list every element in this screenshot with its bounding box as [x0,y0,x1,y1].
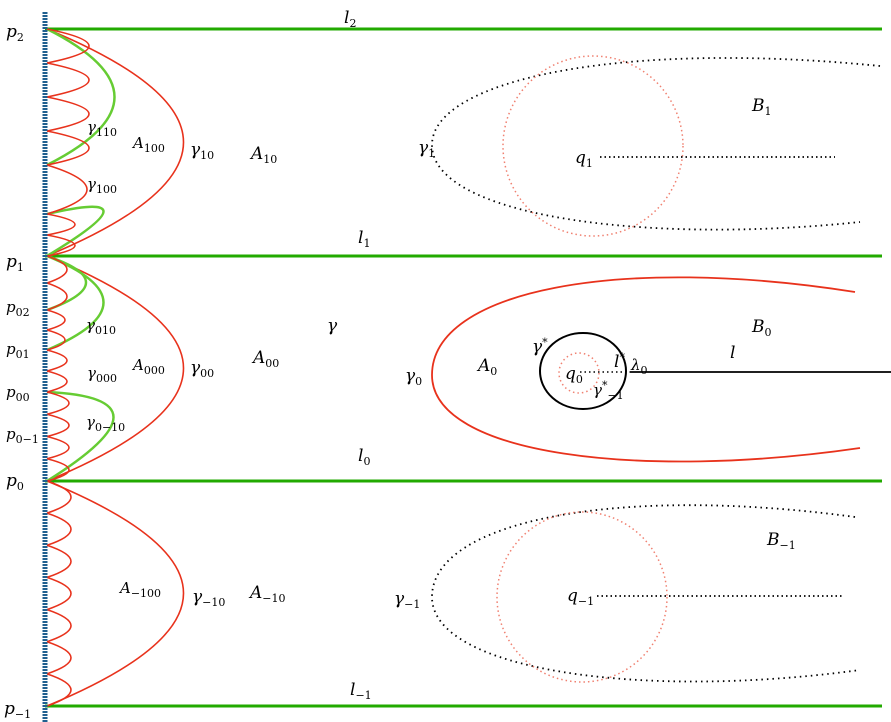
label-p1: p1 [6,252,24,274]
label-A100: A100 [133,134,165,155]
scallop-curve [46,96,90,132]
scallop-curve [46,282,68,311]
label-gamma-10: γ10 [190,140,215,162]
scallop-curve [46,130,90,166]
label-l-star: l* [614,351,625,372]
label-gamma-0m10: γ0−10 [86,413,126,434]
curve-gamma-10 [46,28,185,257]
label-gamma-star-m1: γ*−1 [593,379,624,402]
label-A000: A000 [133,356,165,377]
label-gamma-m10: γ−10 [192,587,226,609]
curve-gamma-100-green [46,205,105,258]
scallop-curve [46,480,72,514]
scallop-curve [46,234,76,257]
label-q0: q0 [565,364,583,386]
label-l2: l2 [344,8,357,30]
label-A10: A10 [251,144,278,166]
scallop-curve [46,413,70,438]
label-p0m1: p0−1 [6,425,39,446]
scallop-curve [46,544,72,579]
label-gamma-0: γ0 [405,366,423,388]
scallop-curve [46,62,90,98]
scallop-curve [46,349,68,372]
label-A0: A0 [478,356,498,378]
scallop-curve [46,512,72,547]
curve-gamma-1 [431,57,881,231]
scallop-curve [46,640,72,675]
label-gamma-010: γ010 [86,316,116,337]
curve-gamma-m10 [46,480,185,707]
label-lm1: l−1 [350,680,372,702]
scallop-curve [46,457,70,482]
label-l: l [730,343,736,363]
scallop-curve [46,329,66,351]
label-Bm1: B−1 [767,530,796,552]
scallop-curve [46,213,76,236]
label-lambda-0: λ0 [631,356,648,377]
label-l0: l0 [358,446,371,468]
label-p01: p01 [6,340,30,361]
circle-q1 [502,55,684,237]
label-p2: p2 [6,22,24,44]
curve-gamma-110 [46,27,116,167]
scallop-group [46,28,90,707]
label-gamma-000: γ000 [87,364,117,385]
label-pm1: p−1 [4,699,32,721]
label-Am10: A−10 [250,583,286,605]
label-p0: p0 [6,471,24,493]
label-gamma-star: γ* [532,336,548,357]
curve-gamma-0m10 [46,390,115,483]
label-gamma-m1: γ−1 [394,589,421,611]
label-gamma: γ [327,316,338,336]
scallop-curve [46,28,90,64]
label-p00: p00 [6,383,30,404]
label-p02: p02 [6,298,30,319]
label-gamma-110: γ110 [87,118,117,139]
label-B1: B1 [752,96,772,118]
curve-gamma-0 [431,276,861,463]
label-A00: A00 [253,348,280,370]
label-q1: q1 [575,148,593,170]
label-gamma-100: γ100 [87,175,117,196]
label-gamma-00: γ00 [190,358,215,380]
curve-gamma-010b [46,254,88,312]
scallop-curve [46,576,72,611]
scallop-curve [46,164,88,215]
curve-gamma-star-m1 [558,352,600,394]
curve-gamma-00 [46,255,185,482]
label-B0: B0 [752,317,772,339]
label-qm1: q−1 [567,586,595,608]
scallop-curve [46,370,68,393]
scallop-curve [46,309,66,331]
scallop-curve [46,608,72,643]
scallop-curve [46,391,70,416]
label-Am100: A−100 [120,579,162,600]
scallop-curve [46,435,70,460]
scallop-curve [46,673,72,707]
scallop-curve [46,255,68,284]
circle-qm1 [496,511,668,683]
curve-gamma-star [539,332,627,410]
label-gamma-1: γ1 [418,138,436,160]
label-l1: l1 [358,228,371,250]
curve-gamma-m1 [431,504,861,683]
